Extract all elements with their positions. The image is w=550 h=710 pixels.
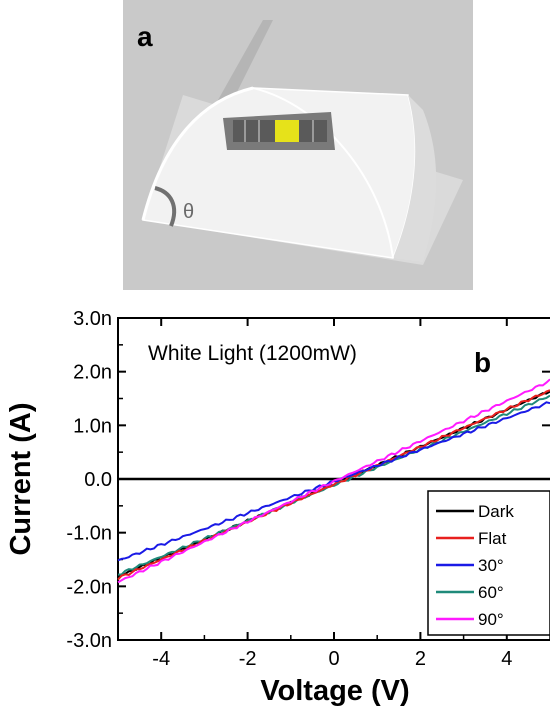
legend-label: 30° bbox=[478, 556, 504, 575]
panel-a-label: a bbox=[137, 21, 153, 52]
electrode-left bbox=[233, 120, 275, 142]
legend-label: Dark bbox=[478, 502, 514, 521]
legend-label: Flat bbox=[478, 529, 507, 548]
legend: Dark Flat 30° 60° 90° bbox=[427, 490, 550, 636]
panel-b-label: b bbox=[474, 347, 491, 378]
chart-annotation: White Light (1200mW) bbox=[148, 342, 357, 365]
x-tick-label: 2 bbox=[415, 648, 426, 670]
x-tick-label: 0 bbox=[328, 648, 339, 670]
series-line bbox=[117, 389, 550, 581]
x-axis-label: Voltage (V) bbox=[260, 675, 409, 707]
angle-arc bbox=[154, 186, 177, 227]
x-ticks: -4 -2 0 2 4 bbox=[117, 318, 550, 670]
y-tick-label: -2.0n bbox=[66, 576, 112, 598]
y-axis-label: Current (A) bbox=[5, 402, 37, 555]
x-tick-label: 4 bbox=[501, 648, 512, 670]
device-schematic: θ a bbox=[123, 0, 473, 290]
active-layer bbox=[275, 120, 299, 142]
legend-label: 90° bbox=[478, 610, 504, 629]
legend-label: 60° bbox=[478, 583, 504, 602]
substrate-front-edge bbox=[252, 87, 394, 259]
x-tick-label: -4 bbox=[152, 648, 170, 670]
substrate-side bbox=[393, 95, 437, 262]
y-ticks: 3.0n 2.0n 1.0n 0.0 -1.0n -2.0n -3.0n bbox=[66, 308, 550, 652]
series-line bbox=[117, 378, 550, 584]
y-tick-label: 3.0n bbox=[73, 308, 112, 330]
legend-box bbox=[427, 490, 550, 636]
iv-chart: 3.0n 2.0n 1.0n 0.0 -1.0n -2.0n -3.0n -4 -2 0 2 4 W… bbox=[5, 308, 550, 707]
y-tick-label: -3.0n bbox=[66, 630, 112, 652]
y-tick-label: 2.0n bbox=[73, 362, 112, 384]
x-tick-label: -2 bbox=[239, 648, 257, 670]
series-lines bbox=[117, 378, 550, 584]
y-tick-label: 1.0n bbox=[73, 415, 112, 437]
y-tick-label: 0.0 bbox=[84, 469, 112, 491]
angle-symbol: θ bbox=[183, 201, 194, 223]
back-panel bbox=[218, 20, 273, 100]
substrate-edge bbox=[141, 86, 254, 221]
y-tick-label: -1.0n bbox=[66, 523, 112, 545]
